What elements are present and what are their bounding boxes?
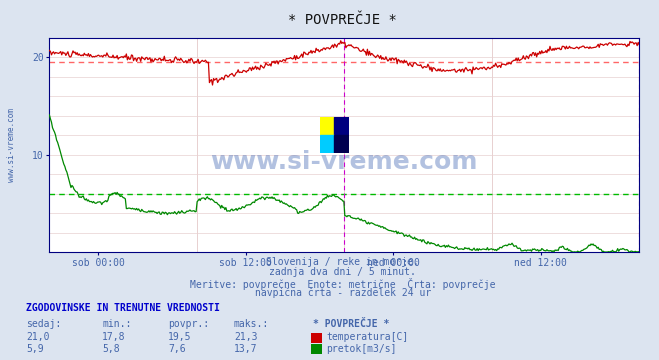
Bar [320,135,335,153]
Text: navpična črta - razdelek 24 ur: navpična črta - razdelek 24 ur [254,288,431,298]
Text: * POVPREČJE *: * POVPREČJE * [288,13,397,27]
Text: 5,9: 5,9 [26,344,44,354]
Text: www.si-vreme.com: www.si-vreme.com [7,108,16,182]
Text: Slovenija / reke in morje.: Slovenija / reke in morje. [266,257,419,267]
Text: * POVPREČJE *: * POVPREČJE * [313,319,389,329]
Text: 13,7: 13,7 [234,344,258,354]
Text: povpr.:: povpr.: [168,319,209,329]
Text: maks.:: maks.: [234,319,269,329]
Text: www.si-vreme.com: www.si-vreme.com [211,150,478,174]
Text: Meritve: povprečne  Enote: metrične  Črta: povprečje: Meritve: povprečne Enote: metrične Črta:… [190,278,496,289]
Text: 21,3: 21,3 [234,332,258,342]
Text: sedaj:: sedaj: [26,319,61,329]
Text: ZGODOVINSKE IN TRENUTNE VREDNOSTI: ZGODOVINSKE IN TRENUTNE VREDNOSTI [26,303,220,313]
Text: zadnja dva dni / 5 minut.: zadnja dva dni / 5 minut. [270,267,416,278]
Text: 5,8: 5,8 [102,344,120,354]
Text: 17,8: 17,8 [102,332,126,342]
Text: pretok[m3/s]: pretok[m3/s] [326,344,397,354]
Bar [335,135,349,153]
Bar [335,117,349,135]
Bar [320,117,335,135]
Text: min.:: min.: [102,319,132,329]
Text: 19,5: 19,5 [168,332,192,342]
Text: temperatura[C]: temperatura[C] [326,332,409,342]
Text: 21,0: 21,0 [26,332,50,342]
Text: 7,6: 7,6 [168,344,186,354]
